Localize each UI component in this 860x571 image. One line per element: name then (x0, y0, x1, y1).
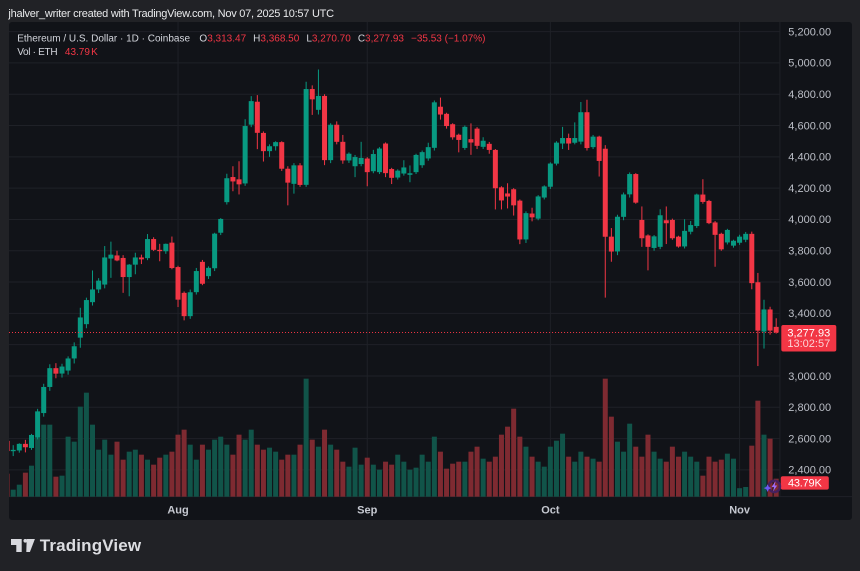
svg-text:3,277.93: 3,277.93 (787, 328, 830, 340)
svg-text:4,200.00: 4,200.00 (788, 183, 831, 195)
svg-text:Ethereum / U.S. Dollar · 1D ·: Ethereum / U.S. Dollar · 1D · Coinbase (17, 34, 190, 45)
svg-text:Oct: Oct (541, 505, 560, 517)
svg-text:5,200.00: 5,200.00 (788, 27, 831, 39)
svg-text:3,600.00: 3,600.00 (788, 277, 831, 289)
svg-text:4,600.00: 4,600.00 (788, 121, 831, 133)
svg-text:4,800.00: 4,800.00 (788, 89, 831, 101)
svg-text:3,800.00: 3,800.00 (788, 246, 831, 258)
svg-text:4,000.00: 4,000.00 (788, 215, 831, 227)
svg-text:Sep: Sep (357, 505, 377, 517)
svg-text:13:02:57: 13:02:57 (787, 338, 830, 350)
svg-text:3,000.00: 3,000.00 (788, 371, 831, 383)
svg-text:4,400.00: 4,400.00 (788, 152, 831, 164)
svg-text:43.79K: 43.79K (65, 47, 98, 58)
svg-text:2,800.00: 2,800.00 (788, 402, 831, 414)
svg-text:2,400.00: 2,400.00 (788, 465, 831, 477)
svg-text:Aug: Aug (167, 505, 188, 517)
svg-text:Vol · ETH: Vol · ETH (17, 47, 57, 58)
svg-text:43.79K: 43.79K (788, 478, 823, 490)
svg-text:Nov: Nov (729, 505, 751, 517)
svg-text:3,400.00: 3,400.00 (788, 309, 831, 321)
svg-text:5,000.00: 5,000.00 (788, 58, 831, 70)
svg-text:2,600.00: 2,600.00 (788, 434, 831, 446)
